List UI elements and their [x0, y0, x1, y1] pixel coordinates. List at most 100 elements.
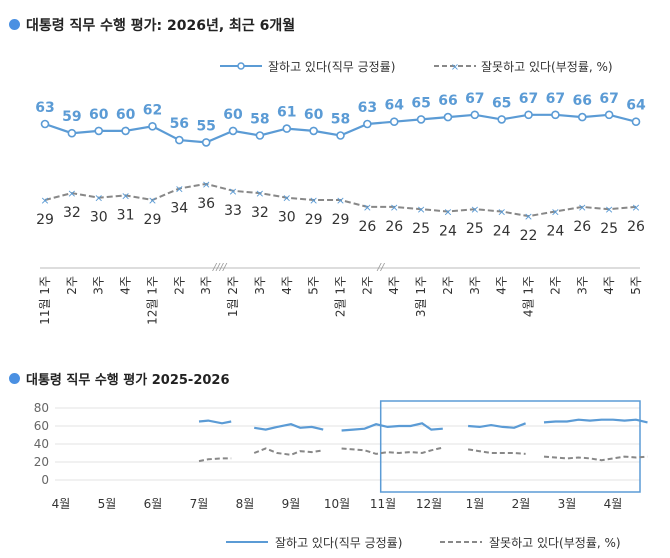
- approve-point: [175, 135, 184, 145]
- disapprove-value-label: 34: [170, 201, 188, 217]
- legend-disapprove-label: 잘못하고 있다(부정률, %): [481, 60, 613, 74]
- disapprove-value-label: 24: [439, 224, 457, 240]
- approve-point: [121, 126, 130, 136]
- legend-disapprove-label: 잘못하고 있다(부정률, %): [489, 536, 621, 550]
- disapprove-value-label: 24: [546, 224, 564, 240]
- approve-value-label: 59: [62, 109, 81, 125]
- disapprove-point: ×: [416, 203, 425, 216]
- approve-value-label: 67: [519, 91, 538, 107]
- approve-series-segment: [543, 418, 648, 424]
- approve-value-label: 67: [465, 91, 484, 107]
- x-tick-label: 12월 1주: [145, 276, 159, 325]
- disapprove-value-label: 29: [332, 212, 350, 228]
- disapprove-point: ×: [121, 189, 130, 202]
- approve-point: [631, 117, 641, 126]
- x-tick-label: 1월: [466, 497, 485, 511]
- approve-value-label: 66: [573, 93, 592, 109]
- approve-value-label: 63: [358, 100, 377, 116]
- disapprove-series-segment: [253, 447, 324, 456]
- approve-value-label: 67: [546, 91, 565, 107]
- x-tick-label: 2월 1주: [334, 276, 348, 317]
- x-tick-label: 11월 1주: [38, 276, 52, 325]
- approve-series-segment: [468, 422, 527, 429]
- disapprove-value-label: 31: [117, 207, 135, 223]
- x-tick-label: 4주: [119, 276, 133, 295]
- x-tick-label: 4주: [280, 276, 294, 295]
- approve-point: [443, 112, 453, 122]
- x-tick-label: 4주: [495, 276, 509, 295]
- disapprove-value-label: 26: [627, 219, 645, 235]
- approve-point: [604, 110, 614, 120]
- disapprove-point: ×: [148, 194, 157, 207]
- x-tick-label: 3월: [558, 497, 577, 511]
- disapprove-point: ×: [605, 203, 614, 216]
- approve-point: [416, 115, 426, 124]
- approve-value-label: 56: [170, 116, 189, 132]
- approve-series-segment: [198, 419, 232, 425]
- approve-point: [470, 110, 480, 120]
- approve-value-label: 65: [411, 95, 430, 111]
- x-tick-label: 4월: [52, 497, 71, 511]
- approve-value-label: 64: [626, 98, 646, 114]
- disapprove-value-label: 22: [520, 228, 538, 244]
- x-tick-label: 2주: [65, 276, 79, 295]
- x-tick-label: 2주: [441, 276, 455, 295]
- legend-approve-marker: [237, 62, 245, 70]
- approve-point: [201, 138, 211, 147]
- disapprove-value-label: 24: [493, 224, 511, 240]
- disapprove-value-label: 36: [197, 196, 215, 212]
- legend-approve-label: 잘하고 있다(직무 긍정률): [275, 536, 402, 550]
- x-tick-label: 10월: [324, 497, 350, 511]
- x-tick-label: 2주: [360, 276, 374, 295]
- x-tick-label: 1월 2주: [226, 276, 240, 317]
- approve-value-label: 67: [599, 91, 618, 107]
- approve-value-label: 60: [304, 107, 324, 123]
- approve-value-label: 60: [116, 107, 136, 123]
- disapprove-series-segment: [341, 446, 444, 455]
- approve-point: [40, 119, 50, 129]
- y-tick-label: 40: [34, 437, 49, 451]
- approve-value-label: 61: [277, 105, 296, 121]
- approve-point: [255, 131, 265, 140]
- approve-point: [282, 124, 292, 133]
- x-tick-label: 4주: [602, 276, 616, 295]
- disapprove-point: ×: [228, 185, 237, 198]
- disapprove-point: ×: [524, 210, 533, 223]
- disapprove-point: ×: [40, 194, 49, 207]
- top-chart-title-dot: [9, 19, 20, 30]
- disapprove-point: ×: [94, 192, 103, 205]
- axis-break-mark: ////: [212, 262, 228, 273]
- disapprove-point: ×: [631, 201, 640, 214]
- disapprove-point: ×: [363, 201, 372, 214]
- disapprove-point: ×: [67, 187, 76, 200]
- approve-value-label: 60: [89, 107, 109, 123]
- x-tick-label: 2주: [172, 276, 186, 295]
- approve-value-label: 58: [331, 112, 350, 128]
- disapprove-value-label: 25: [600, 221, 618, 237]
- top-chart-legend: 잘하고 있다(직무 긍정률) × 잘못하고 있다(부정률, %): [220, 60, 613, 74]
- x-tick-label: 2월: [512, 497, 531, 511]
- x-tick-label: 6월: [144, 497, 163, 511]
- disapprove-point: ×: [497, 206, 506, 219]
- disapprove-point: ×: [175, 183, 184, 196]
- disapprove-point: ×: [255, 187, 264, 200]
- disapprove-point: ×: [336, 194, 345, 207]
- disapprove-value-label: 29: [305, 212, 323, 228]
- y-tick-label: 80: [34, 401, 49, 415]
- approve-point: [228, 126, 238, 136]
- approve-point: [551, 110, 560, 120]
- disapprove-point: ×: [578, 201, 587, 214]
- x-tick-label: 5주: [307, 276, 321, 295]
- bottom-chart-legend: 잘하고 있다(직무 긍정률) 잘못하고 있다(부정률, %): [226, 536, 621, 550]
- axis-break-mark: //: [376, 262, 385, 273]
- disapprove-point: ×: [390, 201, 399, 214]
- disapprove-series-segment: [198, 457, 232, 463]
- approve-point: [336, 131, 345, 140]
- disapprove-series-segment: [467, 448, 526, 455]
- disapprove-value-label: 29: [36, 212, 54, 228]
- disapprove-point: ×: [551, 206, 560, 219]
- disapprove-value-label: 30: [278, 210, 296, 226]
- approve-series-segment: [254, 423, 324, 431]
- approve-series-segment: [341, 422, 443, 432]
- x-tick-label: 3월 1주: [414, 276, 428, 317]
